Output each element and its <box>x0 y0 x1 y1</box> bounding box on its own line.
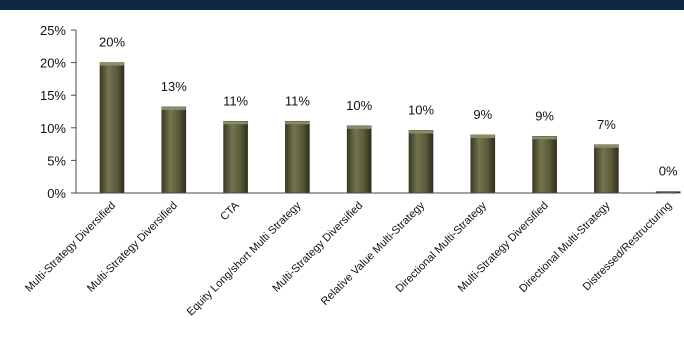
y-tick-label: 10% <box>40 121 66 136</box>
data-label: 10% <box>408 102 434 117</box>
bar <box>223 120 248 194</box>
bar-top-highlight <box>161 106 186 110</box>
y-axis: 0% 5% 10% 15% 20% 25% <box>40 23 77 201</box>
header-bar <box>0 0 684 10</box>
data-label: 9% <box>535 108 554 123</box>
bar-top-highlight <box>100 62 124 66</box>
bar <box>99 62 125 194</box>
bar-top-highlight <box>285 121 310 125</box>
bar-top-highlight <box>347 125 372 129</box>
bar <box>161 106 187 194</box>
bar <box>408 130 434 194</box>
y-tick-label: 5% <box>47 153 66 168</box>
data-label: 10% <box>346 98 372 113</box>
y-tick-label: 20% <box>40 56 66 71</box>
y-tick-label: 15% <box>40 88 66 103</box>
x-axis-labels: Multi-Strategy DiversifiedMulti-Strategy… <box>23 199 674 318</box>
data-label: 7% <box>597 117 616 132</box>
bar <box>532 135 557 194</box>
bar <box>346 125 372 194</box>
data-label: 20% <box>99 35 125 50</box>
bar <box>285 120 310 194</box>
bar-top-highlight <box>409 130 433 134</box>
x-tick-label: CTA <box>218 199 242 223</box>
data-label: 9% <box>473 107 492 122</box>
x-tick-label: Equity Long/short Multi Strategy <box>185 199 304 318</box>
bar-top-highlight <box>223 121 248 125</box>
bar-top-highlight <box>532 136 557 140</box>
data-label: 11% <box>223 93 248 108</box>
data-label: 13% <box>161 79 187 94</box>
bar <box>470 134 496 194</box>
bar-top-highlight <box>594 144 619 148</box>
y-tick-label: 0% <box>47 186 66 201</box>
y-tick-label: 25% <box>40 23 66 38</box>
bar <box>594 144 619 194</box>
bar-top-highlight <box>470 134 495 138</box>
data-label: 11% <box>285 93 310 108</box>
x-tick-label: Relative Value Multi-Strategy <box>319 199 428 308</box>
data-label: 0% <box>659 164 678 179</box>
bars <box>99 62 681 194</box>
value-labels: 20% 13% 11% 11% 10% 10% 9% 9% 7% 0% <box>99 35 678 179</box>
